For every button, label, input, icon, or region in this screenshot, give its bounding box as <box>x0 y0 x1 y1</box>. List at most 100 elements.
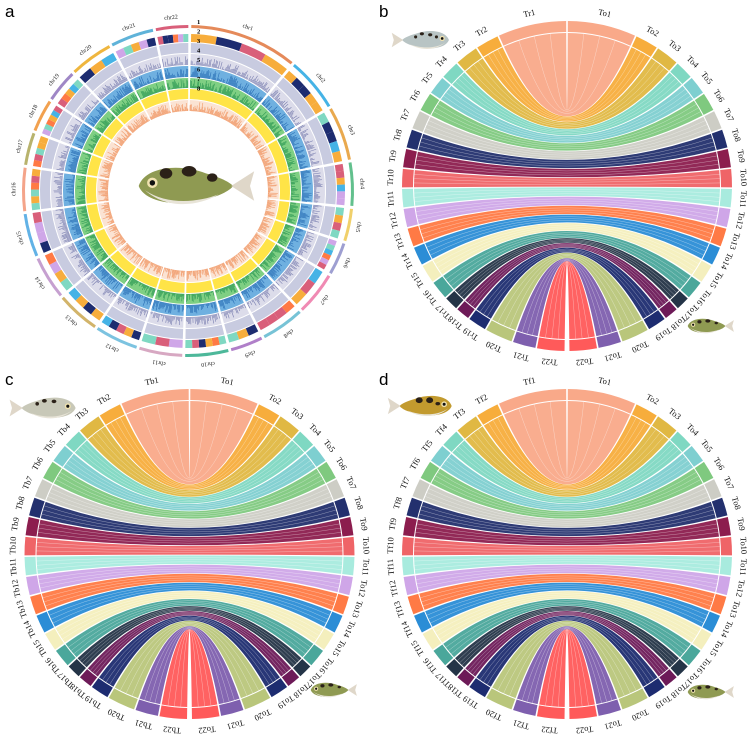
chromosome-label: Tf16 <box>421 656 439 675</box>
pufferfish-image-tail <box>231 171 254 200</box>
chromosome-label: To12 <box>734 211 747 230</box>
chromosome-label: To6 <box>334 455 349 471</box>
pufferfish-image-bottom-spot <box>320 684 324 687</box>
pufferfish-image <box>139 166 255 204</box>
density-tick <box>254 97 255 98</box>
chromosome-segment <box>716 207 730 227</box>
pufferfish-image-top-spot <box>414 35 417 38</box>
chromosome-segment <box>716 575 730 595</box>
chromosome-label: Tf22 <box>541 724 558 735</box>
chromosome-segment <box>402 189 414 208</box>
pufferfish-image-spot <box>207 173 218 181</box>
track-number-label: 1 <box>197 19 200 26</box>
chromosome-label: chr19 <box>48 73 61 87</box>
density-tick <box>104 252 105 253</box>
chromosome-label: To20 <box>253 707 273 723</box>
karyotype-block <box>199 339 206 348</box>
chromosome-label: chr11 <box>152 358 166 366</box>
chromosome-label: To10 <box>738 169 749 187</box>
karyotype-block <box>185 340 192 348</box>
chromosome-label: To6 <box>712 87 727 103</box>
chromosome-label: To14 <box>719 251 736 272</box>
density-tick <box>123 239 124 240</box>
karyotype-block <box>31 203 40 211</box>
chromosome-label: To15 <box>330 638 348 658</box>
chromosome-label: chr4 <box>358 178 364 189</box>
chromosome-label: chr5 <box>354 221 362 233</box>
pufferfish-image-top-spot <box>42 399 47 403</box>
chromosome-label: Tb1 <box>144 375 160 388</box>
chromosome-label: Tb22 <box>163 724 182 735</box>
chromosome-segment <box>537 705 565 719</box>
chromosome-label: chr21 <box>122 23 137 33</box>
chromosome-label: Tf15 <box>409 639 426 658</box>
chromosome-label: chr15 <box>16 230 25 245</box>
karyotype-block <box>31 183 39 190</box>
chromosome-label: To22 <box>575 356 593 368</box>
panel-d-label: d <box>379 370 388 390</box>
chromosome-label: Tf8 <box>391 496 404 511</box>
pufferfish-image-bottom-pupil <box>692 690 694 692</box>
chromosome-label: To19 <box>654 325 674 343</box>
chromosome-label: To7 <box>722 475 736 491</box>
chromosome-label: To8 <box>352 495 365 510</box>
chromosome-label: Tr10 <box>385 169 396 186</box>
chromosome-label: Tb2 <box>95 391 112 406</box>
chromosome-label: Tr4 <box>433 53 449 69</box>
pufferfish-image-top <box>388 396 452 416</box>
chromosome-label: To22 <box>198 724 216 735</box>
chromosome-segment <box>192 705 220 719</box>
chromosome-label: chr3 <box>346 124 355 136</box>
pufferfish-image-bottom-spot <box>705 319 710 322</box>
chromosome-label: Tr6 <box>407 88 422 103</box>
pufferfish-image-bottom-spot <box>715 688 718 691</box>
synteny-ribbon <box>504 401 630 484</box>
pufferfish-image-bottom <box>688 319 734 334</box>
chromosome-label: Tr12 <box>387 212 400 230</box>
chromosome-label: chr12 <box>105 342 120 353</box>
chromosome-label: Tf12 <box>387 579 400 597</box>
chromosome-label: To11 <box>738 190 749 208</box>
chromosome-bar <box>185 349 229 357</box>
chromosome-label: Tb16 <box>43 656 62 676</box>
chromosome-label: To18 <box>669 314 689 333</box>
chromosome-label: chr13 <box>65 313 79 327</box>
chromosome-label: Tr20 <box>484 339 503 355</box>
chromosome-label: Tf10 <box>385 537 396 554</box>
chromosome-label: Tf11 <box>385 559 396 576</box>
karyotype-block <box>31 176 39 183</box>
track-yellow <box>168 89 188 101</box>
karyotype-block <box>337 191 345 198</box>
chromosome-label: Tb6 <box>29 455 45 472</box>
chromosome-segment <box>537 337 565 351</box>
chromosome-label: To13 <box>728 600 743 620</box>
chromosome-label: Tf1 <box>522 375 536 387</box>
chromosome-label: Tr5 <box>419 70 434 86</box>
chromosome-label: Tf6 <box>407 456 422 472</box>
pufferfish-image-bottom <box>688 685 734 700</box>
pufferfish-image-top-tail <box>10 400 23 417</box>
karyotype-block <box>336 178 344 185</box>
chromosome-label: Tf21 <box>512 718 531 732</box>
chromosome-label: Tf9 <box>387 517 399 531</box>
chromosome-label: chr17 <box>16 139 25 154</box>
pufferfish-image-bottom-pupil <box>692 324 694 326</box>
karyotype-block <box>34 222 44 234</box>
track-yellow <box>86 177 97 204</box>
chromosome-label: To14 <box>719 619 736 640</box>
chromosome-label: Tf19 <box>461 694 480 711</box>
karyotype-block <box>335 207 344 216</box>
pufferfish-image-spot <box>160 168 173 179</box>
chromosome-label: To21 <box>603 350 622 364</box>
chromosome-bar <box>349 162 354 206</box>
chromosome-label: Tf5 <box>419 438 434 454</box>
pufferfish-image-bottom-tail <box>348 684 357 696</box>
chromosome-label: To10 <box>361 537 372 555</box>
density-tick <box>119 114 120 115</box>
chromosome-label: To7 <box>344 475 358 491</box>
chromosome-label: To2 <box>644 392 660 407</box>
chromosome-label: To21 <box>603 718 622 732</box>
track-background <box>159 43 188 56</box>
